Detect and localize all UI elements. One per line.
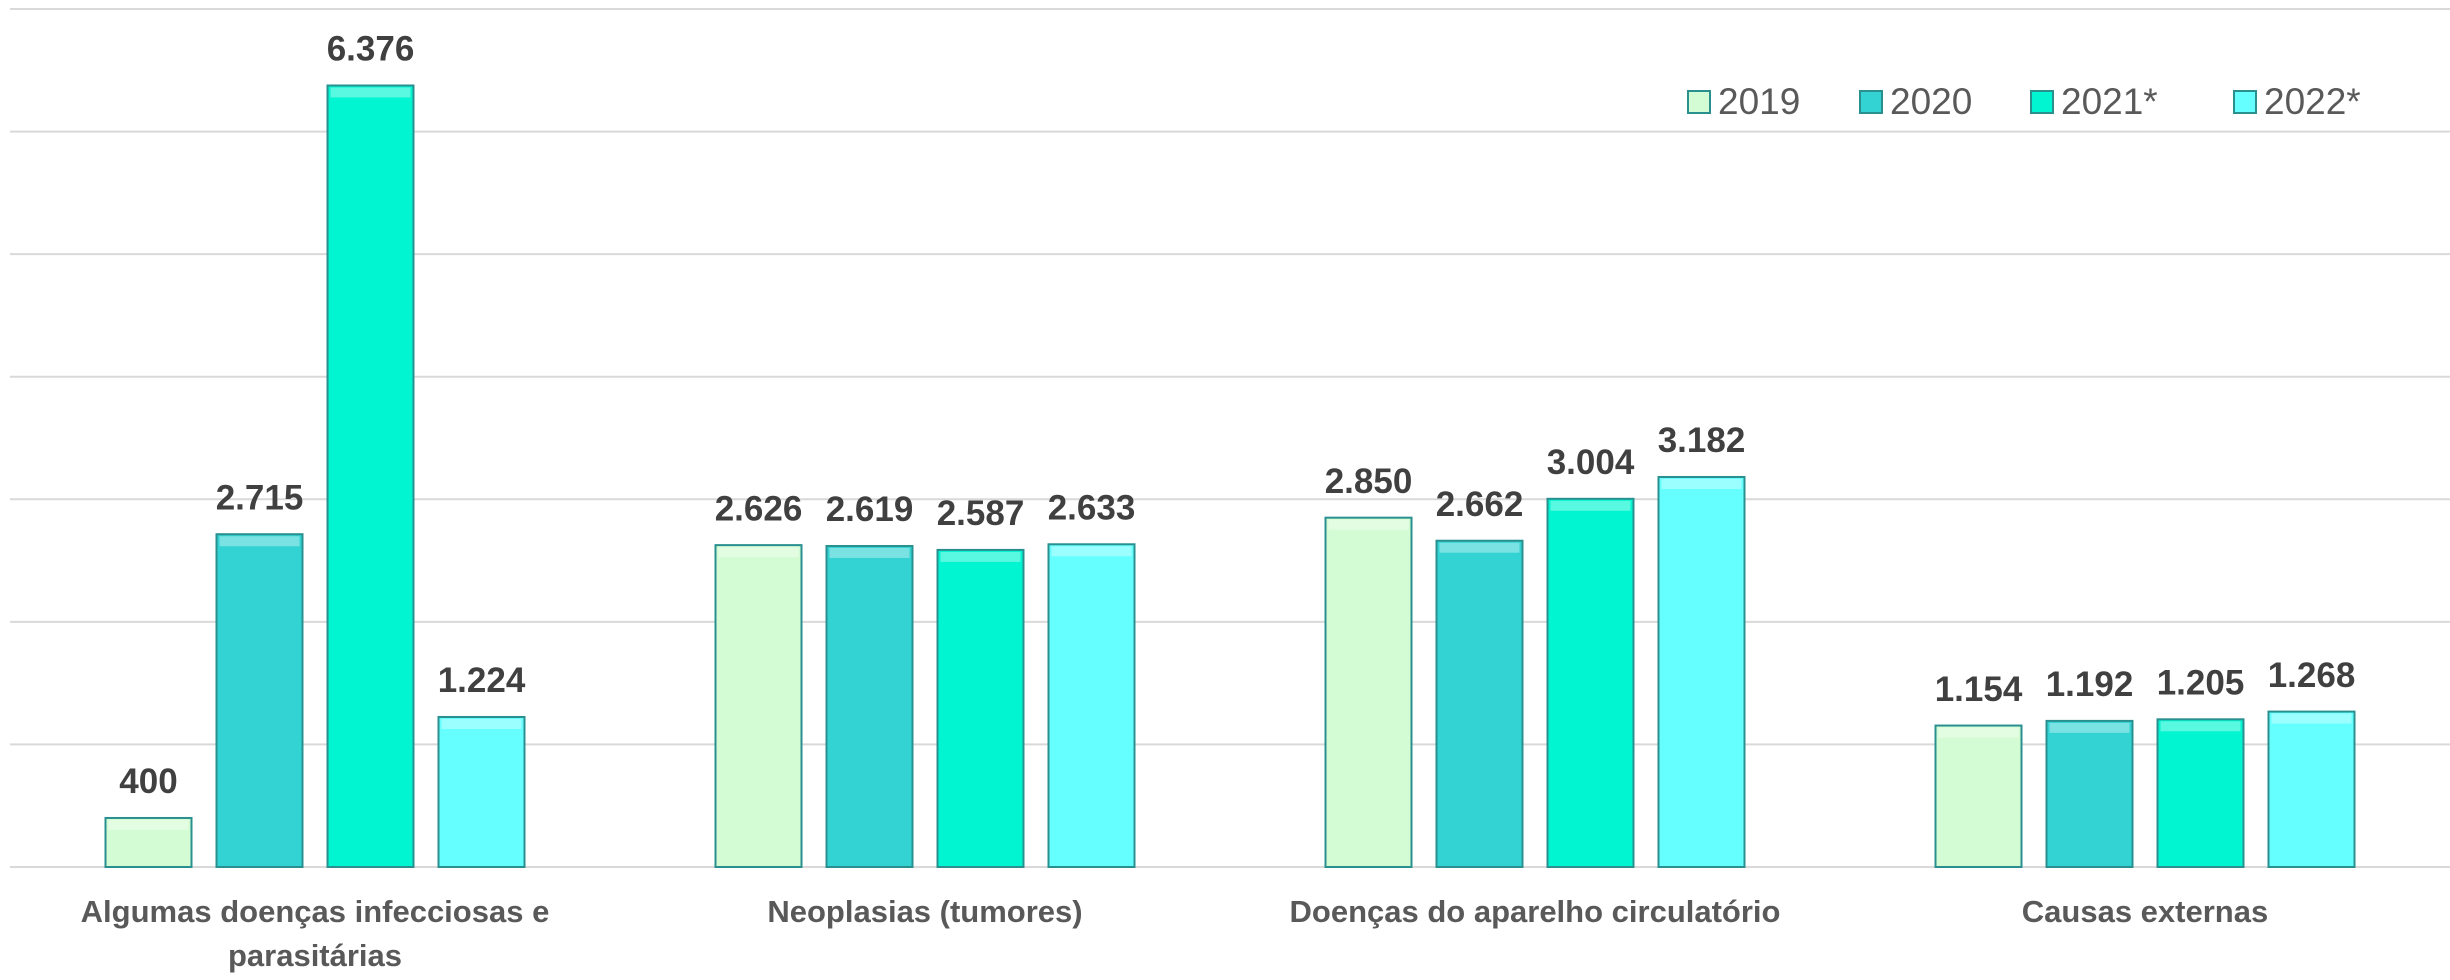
bar	[2156, 718, 2245, 869]
bar-highlight	[1938, 727, 2019, 738]
bar	[2267, 710, 2356, 868]
value-label: 1.192	[2046, 665, 2134, 704]
value-label: 1.268	[2268, 656, 2356, 695]
bar	[1934, 724, 2023, 868]
legend-label: 2019	[1718, 81, 1800, 122]
bar	[437, 715, 526, 869]
legend-label: 2022*	[2264, 81, 2361, 122]
x-tick-label: Algumas doenças infecciosas e parasitári…	[80, 894, 550, 973]
bar	[1435, 539, 1524, 868]
legend-label: 2021*	[2061, 81, 2158, 122]
value-label: 2.715	[216, 478, 304, 517]
bar-highlight	[2049, 722, 2130, 733]
x-tick-label: Neoplasias (tumores)	[767, 894, 1083, 929]
bar-highlight	[1439, 542, 1520, 553]
value-label: 2.626	[715, 489, 803, 528]
bar-highlight	[219, 536, 300, 547]
bar-highlight	[108, 819, 189, 830]
bar	[1324, 516, 1413, 869]
bar	[1047, 543, 1136, 868]
legend-swatch	[1859, 90, 1883, 114]
bar-highlight	[1661, 478, 1742, 489]
bar	[2045, 719, 2134, 868]
legend-swatch	[1687, 90, 1711, 114]
bar-highlight	[940, 551, 1021, 562]
bar-highlight	[2271, 713, 2352, 724]
value-label: 2.587	[937, 494, 1025, 533]
bar	[936, 548, 1025, 868]
value-label: 1.205	[2157, 664, 2245, 703]
bar-highlight	[718, 547, 799, 558]
value-label: 1.224	[438, 661, 526, 700]
bar-highlight	[1550, 500, 1631, 511]
legend-swatch	[2233, 90, 2257, 114]
bar	[326, 84, 415, 869]
bar	[104, 816, 193, 869]
bar	[215, 533, 304, 868]
value-label: 6.376	[327, 30, 415, 69]
bar-highlight	[2160, 721, 2241, 732]
value-label: 2.662	[1436, 485, 1524, 524]
bar	[714, 544, 803, 868]
legend-swatch	[2030, 90, 2054, 114]
bar-highlight	[1051, 546, 1132, 557]
value-label: 3.004	[1547, 443, 1635, 482]
bar-highlight	[441, 718, 522, 729]
value-label: 2.850	[1325, 462, 1413, 501]
bar	[825, 544, 914, 868]
legend-label: 2020	[1890, 81, 1972, 122]
bar	[1546, 497, 1635, 868]
x-tick-label: Doenças do aparelho circulatório	[1289, 894, 1781, 929]
bar-highlight	[1328, 519, 1409, 530]
bar-highlight	[330, 87, 411, 98]
value-label: 400	[119, 762, 177, 801]
x-tick-label: Causas externas	[2021, 894, 2269, 929]
value-label: 2.619	[826, 490, 914, 529]
value-label: 3.182	[1658, 421, 1746, 460]
value-label: 1.154	[1935, 670, 2023, 709]
bar-highlight	[829, 547, 910, 558]
bar	[1657, 475, 1746, 868]
value-label: 2.633	[1048, 489, 1136, 528]
